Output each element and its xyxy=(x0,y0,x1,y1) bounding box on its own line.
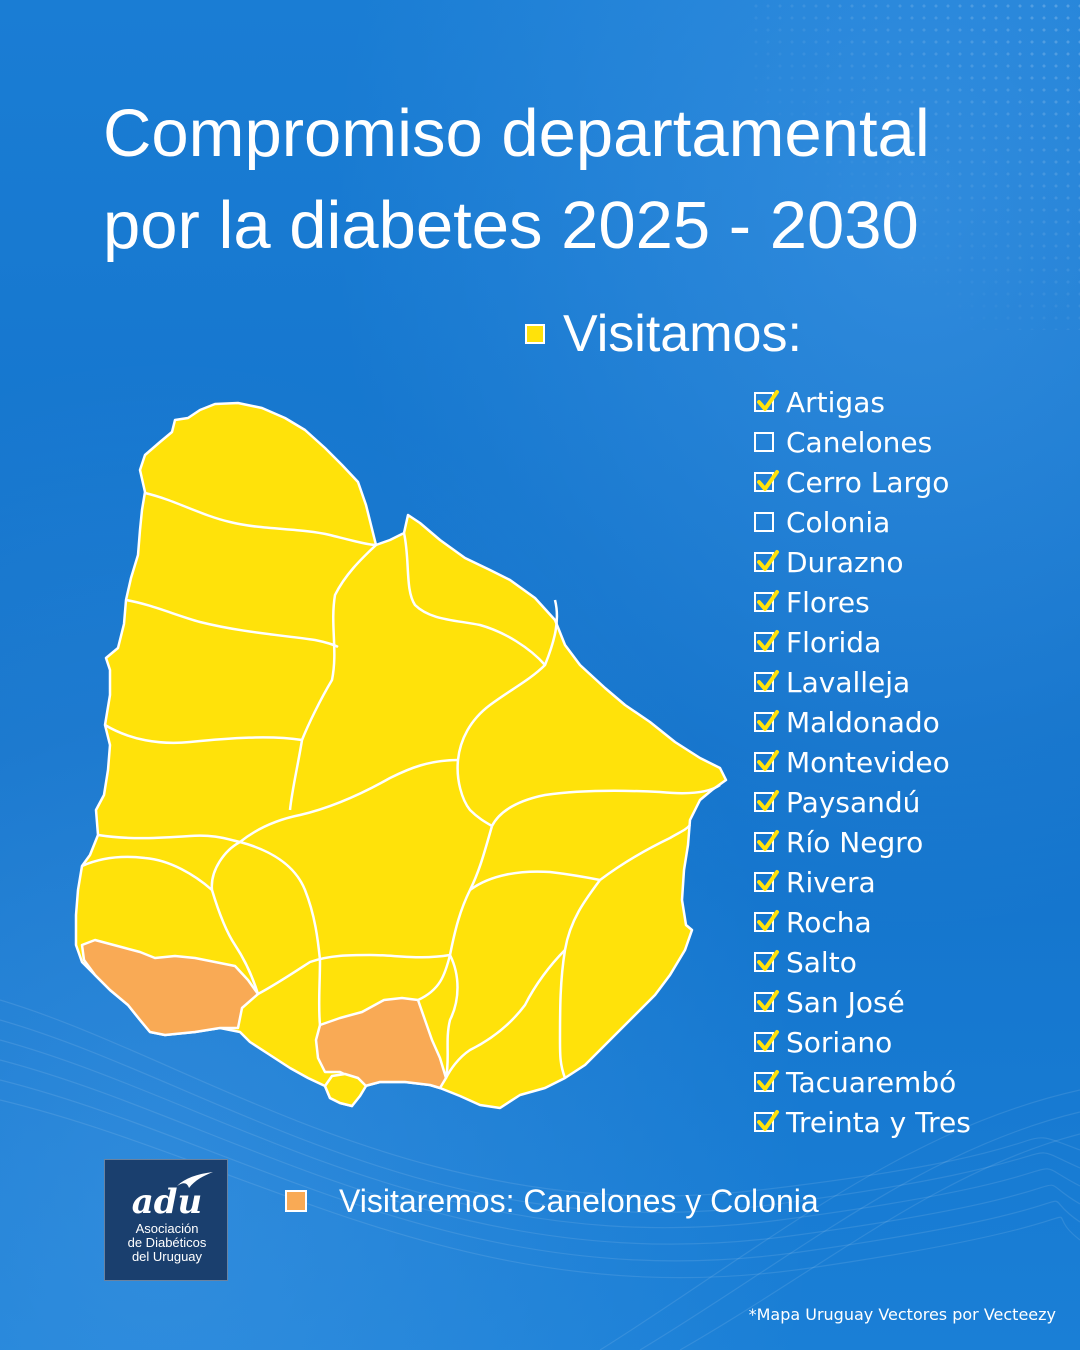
department-item: Artigas xyxy=(754,382,971,422)
checked-checkbox-icon xyxy=(754,1030,779,1052)
department-label: Tacuarembó xyxy=(786,1065,957,1099)
department-item: Canelones xyxy=(754,422,971,462)
checked-checkbox-icon xyxy=(754,710,779,732)
department-item: Río Negro xyxy=(754,822,971,862)
department-item: Durazno xyxy=(754,542,971,582)
department-item: Rivera xyxy=(754,862,971,902)
checked-checkbox-icon xyxy=(754,670,779,692)
department-label: Cerro Largo xyxy=(786,465,950,499)
department-item: Treinta y Tres xyxy=(754,1102,971,1142)
department-label: Colonia xyxy=(786,505,891,539)
checked-checkbox-icon xyxy=(754,750,779,772)
map-department-montevideo xyxy=(323,1072,368,1108)
visited-label: Visitamos: xyxy=(563,305,802,363)
department-label: Salto xyxy=(786,945,857,979)
pending-label: Visitaremos: Canelones y Colonia xyxy=(339,1182,819,1219)
checked-checkbox-icon xyxy=(754,1070,779,1092)
department-label: Río Negro xyxy=(786,825,924,859)
department-item: Maldonado xyxy=(754,702,971,742)
logo-mark: adu xyxy=(131,1182,203,1222)
department-label: Florida xyxy=(786,625,882,659)
dot-pattern xyxy=(750,0,1080,330)
checked-checkbox-icon xyxy=(754,830,779,852)
checked-checkbox-icon xyxy=(754,590,779,612)
department-label: Canelones xyxy=(786,425,933,459)
bird-icon xyxy=(177,1172,213,1188)
logo-text-line-1: Asociación xyxy=(135,1221,199,1236)
checked-checkbox-icon xyxy=(754,630,779,652)
department-item: Florida xyxy=(754,622,971,662)
department-item: Rocha xyxy=(754,902,971,942)
department-item: Salto xyxy=(754,942,971,982)
map-credit: *Mapa Uruguay Vectores por Vecteezy xyxy=(748,1305,1056,1324)
uruguay-map xyxy=(74,401,728,1110)
title-line-2: por la diabetes 2025 - 2030 xyxy=(103,188,919,263)
unchecked-checkbox-icon xyxy=(754,432,774,452)
adu-logo: adu Asociación de Diabéticos del Uruguay xyxy=(104,1159,228,1281)
department-label: Maldonado xyxy=(786,705,940,739)
map-department-colonia xyxy=(80,938,260,1037)
page-title: Compromiso departamental por la diabetes… xyxy=(103,88,1063,272)
pending-legend: Visitaremos: Canelones y Colonia xyxy=(285,1176,819,1226)
department-item: Montevideo xyxy=(754,742,971,782)
visited-legend: Visitamos: xyxy=(525,302,802,366)
logo-text-line-3: del Uruguay xyxy=(131,1249,203,1264)
department-label: Paysandú xyxy=(786,785,921,819)
department-label: Flores xyxy=(786,585,870,619)
department-label: Rocha xyxy=(786,905,872,939)
department-item: Cerro Largo xyxy=(754,462,971,502)
unchecked-checkbox-icon xyxy=(754,512,774,532)
visited-swatch xyxy=(525,324,545,344)
pending-swatch xyxy=(285,1190,307,1212)
department-label: Rivera xyxy=(786,865,876,899)
department-label: Montevideo xyxy=(786,745,950,779)
department-item: Tacuarembó xyxy=(754,1062,971,1102)
logo-text: Asociación de Diabéticos del Uruguay xyxy=(105,1222,229,1264)
map-department-visited xyxy=(74,401,728,1110)
department-label: Durazno xyxy=(786,545,904,579)
checked-checkbox-icon xyxy=(754,550,779,572)
department-item: Colonia xyxy=(754,502,971,542)
department-label: San José xyxy=(786,985,905,1019)
department-label: Treinta y Tres xyxy=(786,1105,971,1139)
logo-text-line-2: de Diabéticos xyxy=(127,1235,207,1250)
checked-checkbox-icon xyxy=(754,470,779,492)
checked-checkbox-icon xyxy=(754,870,779,892)
department-item: Paysandú xyxy=(754,782,971,822)
checked-checkbox-icon xyxy=(754,390,779,412)
department-label: Soriano xyxy=(786,1025,893,1059)
department-label: Artigas xyxy=(786,385,885,419)
department-item: San José xyxy=(754,982,971,1022)
checked-checkbox-icon xyxy=(754,950,779,972)
checked-checkbox-icon xyxy=(754,790,779,812)
checked-checkbox-icon xyxy=(754,1110,779,1132)
checked-checkbox-icon xyxy=(754,990,779,1012)
department-item: Soriano xyxy=(754,1022,971,1062)
department-label: Lavalleja xyxy=(786,665,911,699)
title-line-1: Compromiso departamental xyxy=(103,96,930,171)
checked-checkbox-icon xyxy=(754,910,779,932)
department-item: Flores xyxy=(754,582,971,622)
department-item: Lavalleja xyxy=(754,662,971,702)
department-checklist: Artigas Canelones Cerro Largo Colonia Durazn… xyxy=(754,382,971,1142)
map-department-canelones xyxy=(314,996,448,1094)
